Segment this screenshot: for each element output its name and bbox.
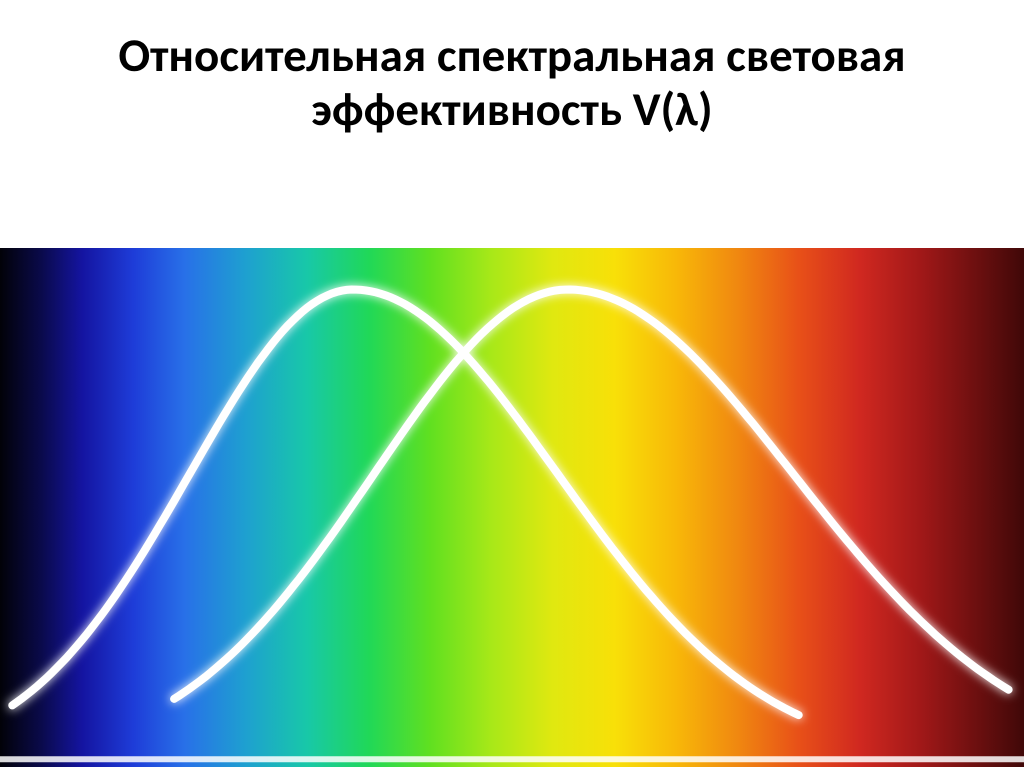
page-title: Относительная спектральная световая эффе… xyxy=(0,0,1024,136)
spectral-chart xyxy=(0,248,1024,767)
chart-svg xyxy=(0,248,1024,767)
spectrum-background xyxy=(0,248,1024,767)
